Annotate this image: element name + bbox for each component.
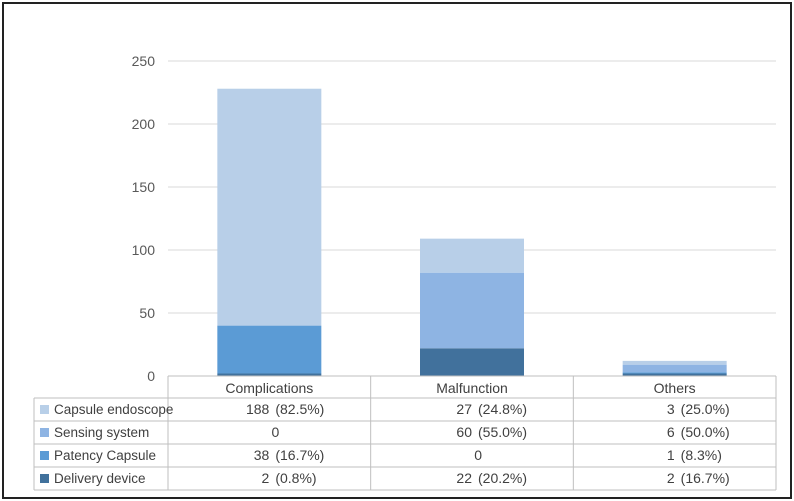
y-tick-label: 100: [132, 242, 156, 258]
table-value: 22: [456, 470, 472, 486]
bar-segment: [420, 348, 524, 376]
y-tick-label: 200: [132, 116, 156, 132]
bar-segment: [622, 372, 727, 374]
table-value: 60: [456, 424, 472, 440]
table-percent: (0.8%): [275, 470, 316, 486]
table-percent: (8.3%): [681, 447, 722, 463]
row-label: Delivery device: [54, 471, 146, 486]
y-tick-label: 0: [147, 368, 155, 384]
data-table: Complications Malfunction Others Capsule en…: [33, 375, 777, 491]
table-value: 3: [667, 401, 675, 417]
y-tick-label: 150: [132, 179, 156, 195]
row-label: Patency Capsule: [54, 448, 156, 463]
table-value: 0: [474, 447, 482, 463]
row-label: Sensing system: [54, 425, 149, 440]
table-percent: (55.0%): [478, 424, 527, 440]
row-label: Capsule endoscope: [54, 402, 173, 417]
table-value: 2: [667, 470, 675, 486]
table-percent: (16.7%): [681, 470, 730, 486]
bar-segment: [217, 373, 322, 376]
table-percent: (16.7%): [275, 447, 324, 463]
bar-segment: [420, 238, 524, 273]
table-value: 188: [246, 401, 270, 417]
bar-segment: [217, 88, 322, 326]
bars: [217, 88, 727, 376]
category-label: Complications: [225, 380, 313, 396]
y-axis-ticks: 0 50 100 150 200 250: [132, 53, 156, 384]
y-tick-label: 250: [132, 53, 156, 69]
table-percent: (82.5%): [275, 401, 324, 417]
legend-key: [40, 451, 49, 460]
bar-segment: [622, 360, 727, 365]
category-label: Malfunction: [436, 380, 508, 396]
bar-segment: [217, 325, 322, 374]
table-percent: (24.8%): [478, 401, 527, 417]
bar-segment: [420, 272, 524, 349]
table-value: 38: [254, 447, 270, 463]
bar-segment: [622, 373, 727, 376]
bar-segment: [622, 364, 727, 373]
table-value: 27: [456, 401, 472, 417]
table-value: 2: [262, 470, 270, 486]
category-label: Others: [654, 380, 696, 396]
legend-key: [40, 405, 49, 414]
table-value: 6: [667, 424, 675, 440]
table-percent: (20.2%): [478, 470, 527, 486]
legend-key: [40, 474, 49, 483]
table-percent: (50.0%): [681, 424, 730, 440]
table-value: 0: [272, 424, 280, 440]
table-percent: (25.0%): [681, 401, 730, 417]
legend-key: [40, 428, 49, 437]
table-value: 1: [667, 447, 675, 463]
y-tick-label: 50: [139, 305, 155, 321]
